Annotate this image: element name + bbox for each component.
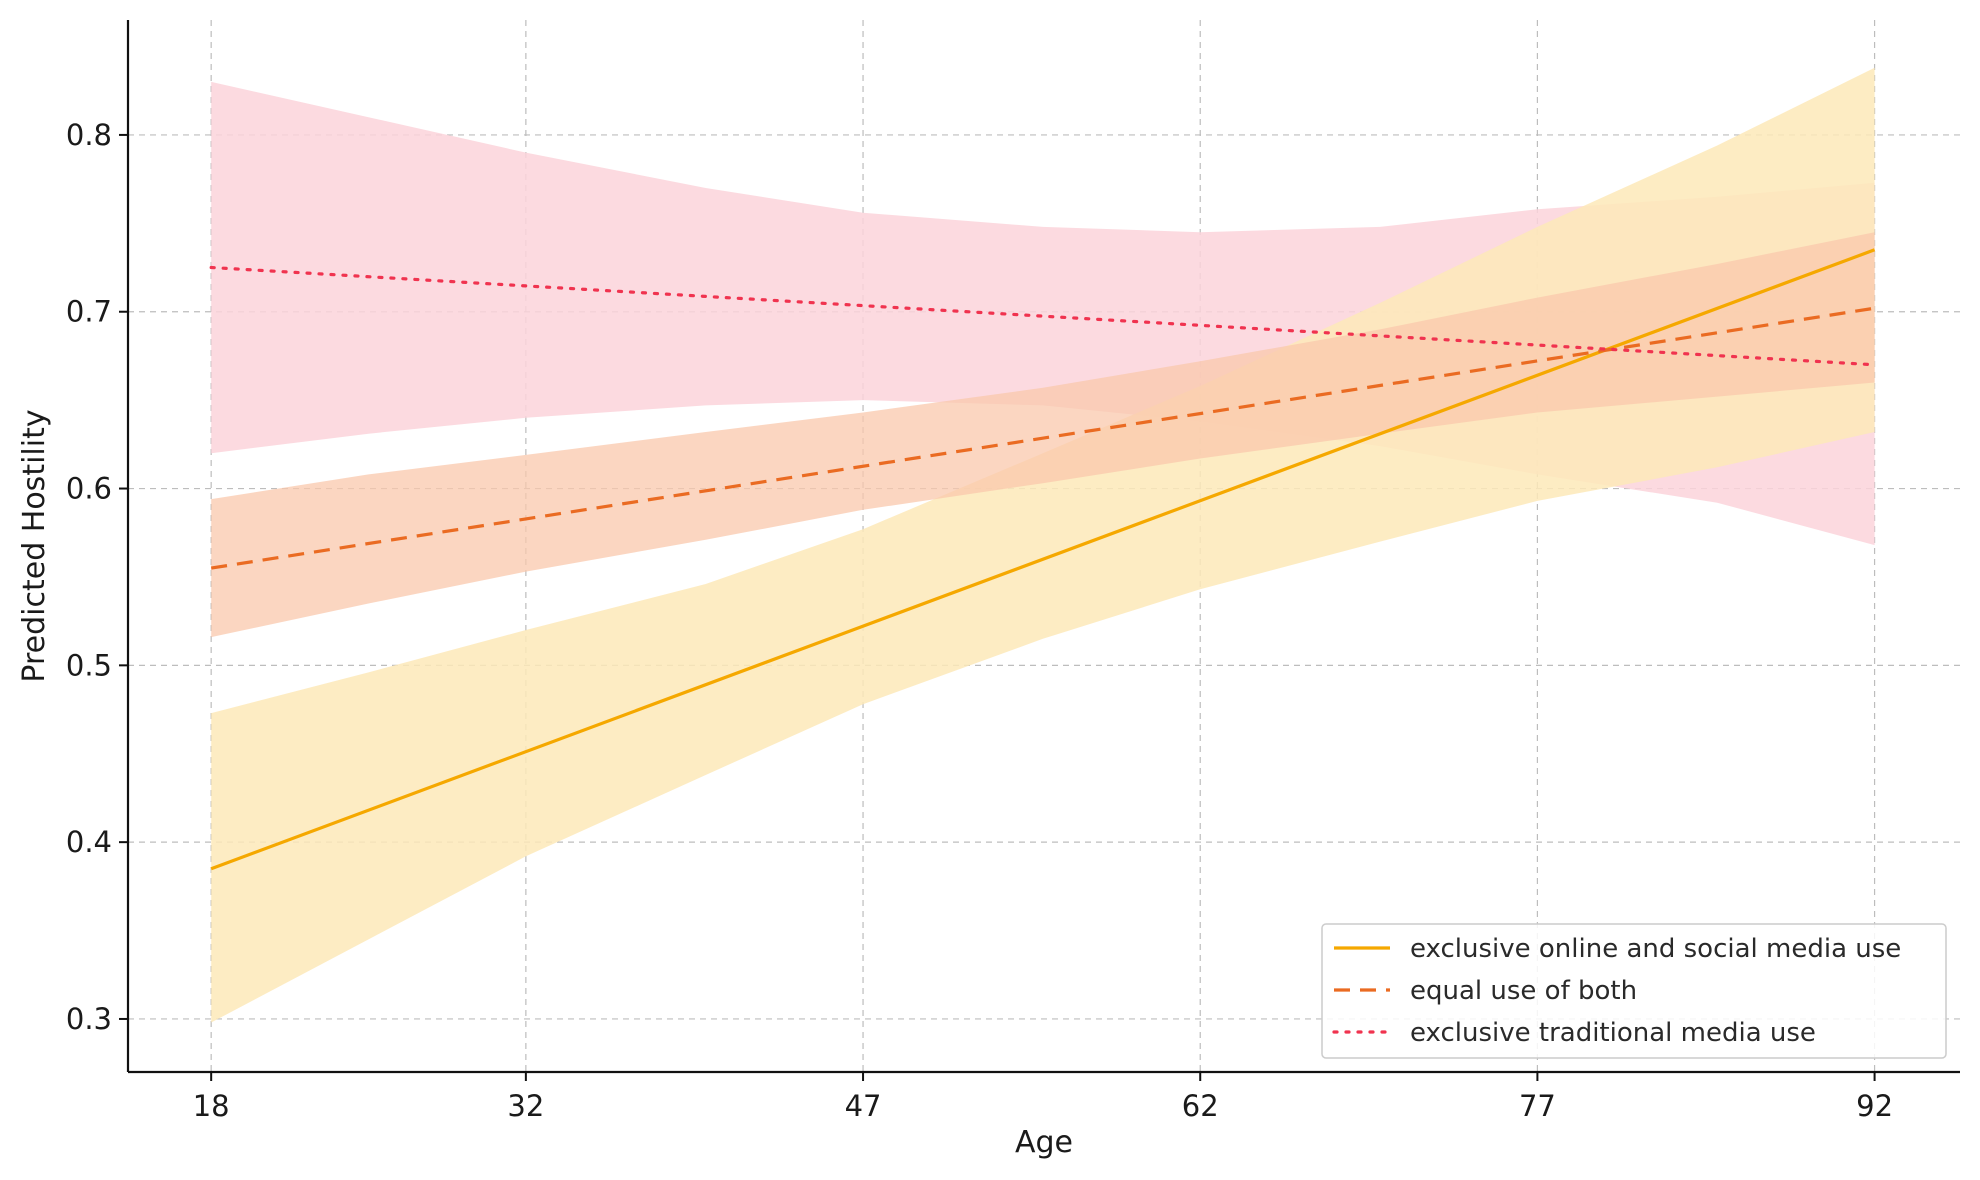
y-tick-label-1: 0.4 xyxy=(66,825,112,859)
y-tick-label-2: 0.5 xyxy=(66,648,112,682)
y-tick-label-0: 0.3 xyxy=(66,1002,112,1036)
y-tick-label-3: 0.6 xyxy=(66,472,112,506)
y-tick-label-5: 0.8 xyxy=(66,118,112,152)
confidence-band-0 xyxy=(211,67,1875,1023)
x-tick-label-5: 92 xyxy=(1856,1089,1893,1123)
y-tick-label-4: 0.7 xyxy=(66,295,112,329)
series-lines xyxy=(209,248,1877,871)
y-axis-label: Predicted Hostility xyxy=(17,409,52,682)
series-line-0 xyxy=(210,248,1876,871)
series-line-2 xyxy=(209,265,1877,367)
series-line-1 xyxy=(210,306,1875,570)
x-ticks: 18 32 47 62 77 92 xyxy=(193,1072,1893,1123)
x-tick-label-4: 77 xyxy=(1519,1089,1556,1123)
x-tick-label-2: 47 xyxy=(845,1089,882,1123)
x-tick-label-1: 32 xyxy=(507,1089,544,1123)
legend-box xyxy=(1321,923,1947,1059)
legend-label-0: exclusive online and social media use xyxy=(1410,934,1901,964)
legend: exclusive online and social media use equ… xyxy=(1321,923,1947,1059)
y-ticks: 0.3 0.4 0.5 0.6 0.7 0.8 xyxy=(66,118,128,1036)
legend-label-1: equal use of both xyxy=(1410,976,1637,1006)
x-tick-label-0: 18 xyxy=(193,1089,230,1123)
legend-items: exclusive online and social media use equ… xyxy=(1332,934,1901,1048)
axes xyxy=(126,20,1960,1074)
x-tick-label-3: 62 xyxy=(1182,1089,1219,1123)
x-axis-label: Age xyxy=(1015,1125,1073,1160)
confidence-band-1 xyxy=(211,232,1875,638)
legend-label-2: exclusive traditional media use xyxy=(1410,1018,1816,1048)
confidence-bands xyxy=(211,67,1875,1023)
